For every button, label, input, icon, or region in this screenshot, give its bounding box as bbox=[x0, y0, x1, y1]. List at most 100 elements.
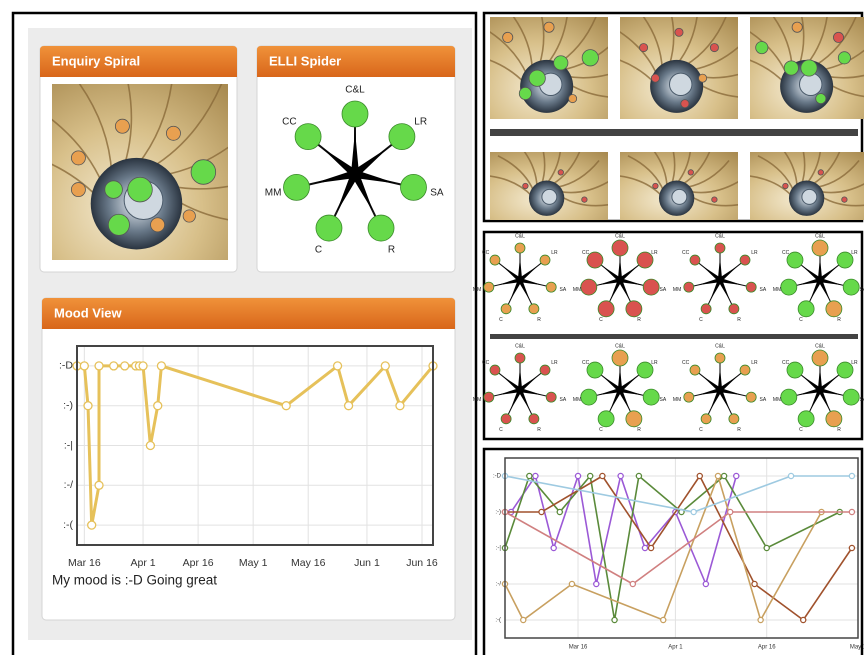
spiral-dot bbox=[756, 41, 768, 53]
y-tick-label: :-D bbox=[493, 474, 502, 480]
spider-label: SA bbox=[760, 287, 767, 293]
spider-label: C bbox=[699, 427, 703, 433]
data-point bbox=[728, 509, 733, 514]
y-tick-label: :-( bbox=[495, 618, 501, 624]
spider-node bbox=[546, 282, 556, 292]
data-point bbox=[697, 473, 702, 478]
spiral-dot bbox=[554, 56, 568, 70]
spider-node bbox=[612, 240, 628, 256]
data-point bbox=[381, 362, 389, 370]
y-tick-label: :-) bbox=[63, 399, 73, 411]
shell-inner bbox=[802, 189, 817, 204]
spiral-dot bbox=[783, 183, 788, 188]
spiral-dot bbox=[801, 60, 817, 76]
spiral-dot bbox=[675, 28, 683, 36]
y-tick-label: :-( bbox=[63, 519, 73, 531]
y-tick-label: :-) bbox=[495, 510, 501, 516]
spider-label: SA bbox=[860, 397, 864, 403]
spider-node bbox=[787, 362, 803, 378]
spider-node bbox=[316, 215, 342, 241]
data-point bbox=[345, 402, 353, 410]
spiral-dot bbox=[784, 61, 798, 75]
data-point bbox=[533, 473, 538, 478]
data-point bbox=[618, 473, 623, 478]
spider-label: R bbox=[737, 427, 741, 433]
spider-node bbox=[812, 350, 828, 366]
spiral-dot bbox=[842, 197, 847, 202]
shell-inner bbox=[672, 189, 687, 204]
spider-node bbox=[529, 414, 539, 424]
spider-node bbox=[746, 392, 756, 402]
data-point bbox=[121, 362, 129, 370]
shell-inner bbox=[542, 189, 557, 204]
data-point bbox=[648, 545, 653, 550]
spider-node bbox=[843, 279, 859, 295]
data-point bbox=[849, 545, 854, 550]
spider-label: MM bbox=[673, 397, 681, 403]
spider-node bbox=[729, 414, 739, 424]
data-point bbox=[715, 473, 720, 478]
spider-node bbox=[515, 243, 525, 253]
spider-label: C&L bbox=[515, 343, 525, 349]
spider-label: C&L bbox=[345, 85, 365, 96]
data-point bbox=[849, 509, 854, 514]
spider-node bbox=[587, 252, 603, 268]
spider-label: SA bbox=[760, 397, 767, 403]
spider-label: CC bbox=[482, 360, 490, 366]
spider-node bbox=[690, 365, 700, 375]
spider-label: MM bbox=[773, 397, 781, 403]
spiral-dot bbox=[128, 177, 153, 202]
data-point bbox=[722, 473, 727, 478]
data-point bbox=[575, 473, 580, 478]
spider-label: R bbox=[637, 317, 641, 323]
spiral-dot bbox=[688, 170, 693, 175]
data-point bbox=[788, 473, 793, 478]
spider-node bbox=[643, 389, 659, 405]
shell-inner bbox=[670, 73, 692, 95]
x-tick-label: Jun 1 bbox=[354, 557, 380, 569]
card-title: Mood View bbox=[54, 305, 123, 320]
spider-label: LR bbox=[651, 250, 658, 256]
x-tick-label: Apr 16 bbox=[758, 645, 776, 651]
spiral-dot bbox=[503, 32, 513, 42]
spider-label: C bbox=[315, 244, 322, 255]
spiral-dot bbox=[653, 183, 658, 188]
spider-label: C bbox=[699, 317, 703, 323]
data-point bbox=[154, 402, 162, 410]
spider-label: LR bbox=[651, 360, 658, 366]
dashboard: Enquiry SpiralELLI SpiderCCC&LLRSARCMMCC… bbox=[0, 0, 864, 655]
data-point bbox=[551, 545, 556, 550]
spider-label: CC bbox=[782, 250, 790, 256]
spider-label: CC bbox=[682, 360, 690, 366]
spider-label: MM bbox=[573, 397, 581, 403]
spiral-dot bbox=[582, 50, 598, 66]
spiral-dot bbox=[699, 74, 707, 82]
spider-label: LR bbox=[551, 360, 558, 366]
spider-label: SA bbox=[660, 397, 667, 403]
data-point bbox=[752, 581, 757, 586]
spiral-dot bbox=[569, 95, 577, 103]
spider-node bbox=[389, 124, 415, 150]
blurred-caption bbox=[490, 334, 858, 339]
spiral-dot bbox=[640, 44, 648, 52]
clipped-group: Mar 16Apr 1Apr 16May 1May 16Jun 1Jun 16:… bbox=[59, 346, 438, 569]
data-point bbox=[594, 581, 599, 586]
data-point bbox=[539, 509, 544, 514]
spider-node bbox=[798, 301, 814, 317]
spider-label: C&L bbox=[615, 343, 625, 349]
data-point bbox=[396, 402, 404, 410]
shell-inner bbox=[800, 73, 822, 95]
spider-node bbox=[587, 362, 603, 378]
spiral-dot bbox=[183, 210, 195, 222]
spider-node bbox=[812, 240, 828, 256]
data-point bbox=[588, 473, 593, 478]
spiral-dot bbox=[105, 181, 123, 199]
spider-label: MM bbox=[573, 287, 581, 293]
spider-node bbox=[598, 301, 614, 317]
spiral-dot bbox=[115, 119, 129, 133]
spider-node bbox=[690, 255, 700, 265]
data-point bbox=[801, 617, 806, 622]
x-tick-label: Apr 16 bbox=[183, 557, 214, 569]
spider-label: C&L bbox=[515, 233, 525, 239]
spider-label: C bbox=[799, 427, 803, 433]
